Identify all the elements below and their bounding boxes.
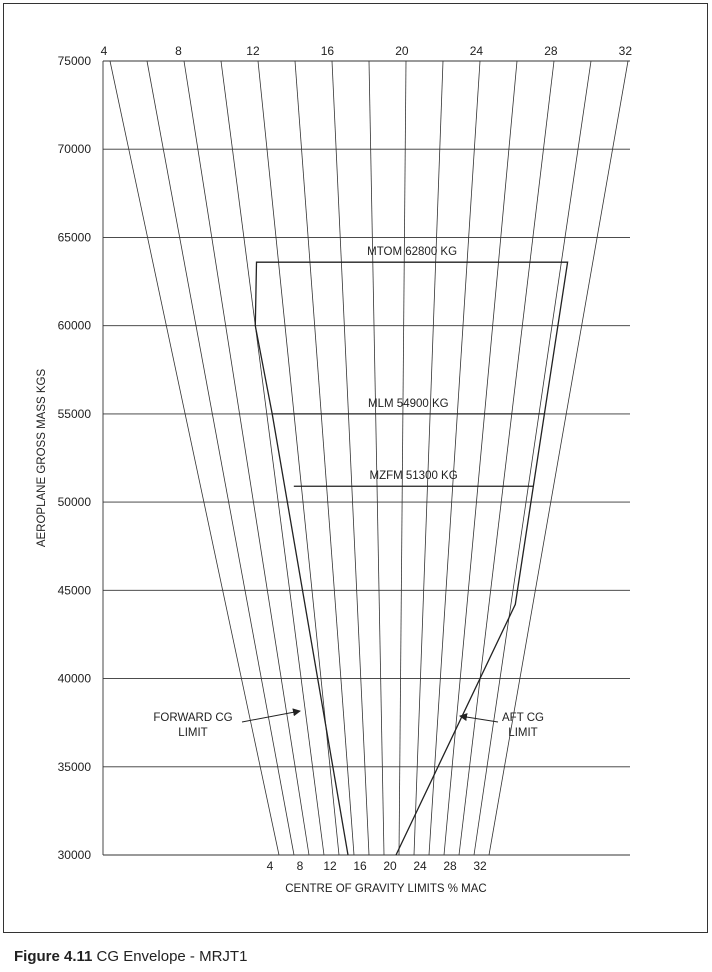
bottom-tick-label: 20: [383, 859, 397, 873]
top-tick-label: 24: [470, 44, 484, 58]
mac-line-18: [368, 60, 385, 856]
mac-line-32: [488, 60, 629, 856]
mac-line-24: [428, 60, 481, 856]
y-tick-label: 60000: [58, 319, 92, 333]
annotation-arrow: [459, 713, 499, 723]
figure-caption: Figure 4.11 CG Envelope - MRJT1: [14, 948, 247, 965]
bottom-tick-label: 8: [297, 859, 304, 873]
top-tick-label: 28: [544, 44, 558, 58]
mac-line-30: [473, 60, 592, 856]
y-tick-label: 70000: [58, 142, 92, 156]
mac-line-20: [398, 60, 407, 856]
bottom-tick-label: 16: [353, 859, 367, 873]
mac-line-8: [183, 60, 310, 856]
x-axis-label: CENTRE OF GRAVITY LIMITS % MAC: [285, 883, 487, 895]
y-tick-label: 50000: [58, 495, 92, 509]
y-tick-label: 35000: [58, 760, 92, 774]
top-tick-label: 12: [246, 44, 260, 58]
envelope-group: [254, 261, 569, 856]
bottom-tick-label: 4: [267, 859, 274, 873]
mac-line-10: [220, 60, 325, 856]
top-tick-label: 32: [619, 44, 633, 58]
y-tick-label: 30000: [58, 848, 92, 862]
y-tick-label: 55000: [58, 407, 92, 421]
mac-line-4: [109, 60, 280, 856]
mac-line-16: [331, 60, 370, 856]
y-tick-label: 75000: [58, 54, 92, 68]
bottom-tick-label: 28: [443, 859, 457, 873]
limit-line-label: MZFM 51300 KG: [369, 470, 457, 482]
annotation-arrow: [241, 708, 301, 723]
mac-line-14: [294, 60, 355, 856]
annotation-line2: LIMIT: [508, 727, 537, 739]
figure-title: CG Envelope - MRJT1: [96, 948, 248, 965]
annotation-line2: LIMIT: [178, 727, 207, 739]
top-tick-label: 4: [101, 44, 108, 58]
y-tick-label: 45000: [58, 583, 92, 597]
top-tick-label: 8: [175, 44, 182, 58]
mac-lines: [109, 60, 629, 856]
y-tick-label: 40000: [58, 672, 92, 686]
mac-line-26: [443, 60, 518, 856]
bottom-tick-label: 24: [413, 859, 427, 873]
figure-number: Figure 4.11: [14, 948, 93, 965]
top-tick-label: 20: [395, 44, 409, 58]
bottom-tick-label: 32: [473, 859, 487, 873]
y-axis-label: AEROPLANE GROSS MASS KGS: [36, 369, 48, 548]
mac-line-6: [146, 60, 295, 856]
annotation-line1: AFT CG: [502, 712, 544, 724]
bottom-tick-label: 12: [323, 859, 337, 873]
figure-frame: [3, 3, 708, 933]
mac-line-28: [458, 60, 555, 856]
y-tick-label: 65000: [58, 230, 92, 244]
top-tick-label: 16: [321, 44, 335, 58]
mac-line-22: [413, 60, 444, 856]
labels-group: 30000 35000 40000 45000 50000 55000 60000 65000…: [58, 44, 633, 873]
mac-line-12: [257, 60, 340, 856]
limit-line-label: MLM 54900 KG: [368, 398, 449, 410]
cg-envelope-outline: [254, 261, 569, 856]
annotation-line1: FORWARD CG: [153, 712, 232, 724]
limit-line-label: MTOM 62800 KG: [367, 246, 457, 258]
cg-envelope-chart: 30000 35000 40000 45000 50000 55000 60000 65000…: [36, 44, 633, 895]
mass-gridlines: [102, 60, 630, 856]
